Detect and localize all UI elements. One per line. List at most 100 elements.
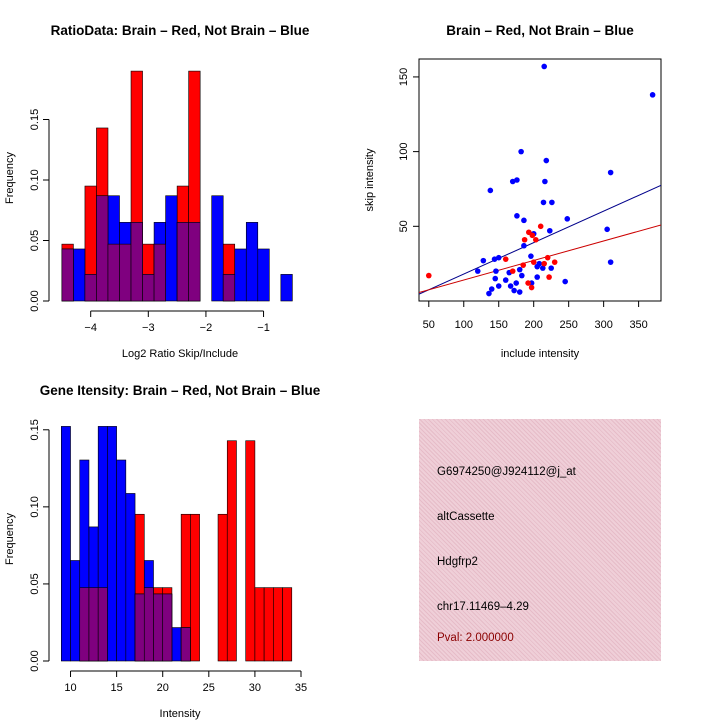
scatter-point-not-brain [495,283,502,289]
scatter-chart-title: Brain – Red, Not Brain – Blue [446,23,634,38]
gene-bar-brain [254,587,265,662]
ratio-bar-overlap [153,243,166,302]
scatter-point-not-brain [511,287,517,294]
gene-x-tick-label: 20 [157,682,169,694]
scatter-point-brain [533,236,539,243]
ratio-x-tick-label: −1 [257,322,270,334]
gene-x-tick-label: 30 [249,682,261,694]
gene-y-tick-label: 0.15 [29,419,41,440]
scatter-point-not-brain [539,265,546,271]
ratio-bar-not-brain [211,195,224,302]
scatter-point-brain [502,256,509,262]
scatter-point-not-brain [507,283,514,289]
gene-bar-brain [273,587,283,662]
gene-y-tick-label: 0.10 [29,496,41,517]
gene-bar-overlap [88,587,99,662]
gene-x-tick-label: 15 [110,682,122,694]
scatter-point-not-brain [474,268,481,274]
scatter-point-not-brain [528,253,534,259]
gene-x-tick-label: 25 [203,682,215,694]
ratio-bar-overlap [130,222,143,302]
scatter-point-not-brain [549,199,555,206]
gene-bar-not-brain [116,459,127,662]
ratio-bar-not-brain [73,248,86,302]
ratio-chart-title: RatioData: Brain – Red, Not Brain – Blue [51,23,310,38]
scatter-x-tick-label: 150 [490,319,508,331]
scatter-y-axis: 50 100 150 [398,68,419,232]
gene-bar-overlap [134,593,145,662]
scatter-point-not-brain [564,216,571,222]
ratio-bar-overlap [96,195,109,302]
scatter-x-tick-label: 250 [559,319,577,331]
gene-y-tick-label: 0.05 [29,573,41,594]
scatter-point-brain [529,232,536,239]
ratio-bar-overlap [61,248,74,302]
gene-x-axis: 10 15 20 25 30 35 [64,670,307,694]
gene-y-tick-label: 0.00 [29,650,41,671]
scatter-point-brain [521,236,528,243]
ratio-bar-not-brain [245,222,259,302]
scatter-fit-line [419,184,661,295]
ratio-bar-not-brain [234,248,247,302]
scatter-x-label: include intensity [501,348,580,360]
scatter-point-not-brain [521,242,527,249]
scatter-point-not-brain [495,254,502,261]
gene-bar-not-brain [70,560,81,662]
gene-bars [61,426,293,662]
scatter-y-tick-label: 50 [398,220,410,232]
gene-x-label: Intensity [160,708,201,720]
scatter-point-not-brain [516,266,523,273]
ratio-x-tick-label: −4 [84,322,97,334]
gene-bar-overlap [162,593,173,662]
scatter-point-not-brain [492,275,499,282]
gene-y-axis: 0.00 0.05 0.10 0.15 [29,419,50,672]
gene-bar-overlap [180,627,191,662]
gene-bar-not-brain [171,627,182,662]
gene-x-tick-label: 10 [64,682,76,694]
scatter-point-not-brain [534,274,541,280]
scatter-point-not-brain [514,213,520,219]
scatter-point-not-brain [486,290,492,297]
ratio-bar-overlap [84,274,97,302]
gene-bar-not-brain [107,426,117,662]
scatter-panel: Brain – Red, Not Brain – Blue 50 100 150 20… [364,23,662,360]
scatter-x-axis: 50 100 150 200 250 300 350 [423,301,648,331]
scatter-y-label: skip intensity [364,148,376,211]
scatter-point-not-brain [519,272,525,279]
ratio-bar-overlap [188,222,201,302]
scatter-point-not-brain [540,199,547,206]
gene-bar-brain [282,587,293,662]
scatter-point-brain [528,284,535,291]
ratio-bar-overlap [119,243,132,302]
gene-bar-overlap [97,587,108,662]
scatter-points [425,63,656,297]
scatter-point-not-brain [604,226,610,233]
ratio-bar-not-brain [165,195,178,302]
scatter-point-brain [537,223,544,230]
gene-bar-brain [190,513,200,662]
scatter-point-brain [520,262,527,268]
ratio-y-tick-label: 0.00 [29,290,41,311]
gene-bar-brain [226,440,237,662]
gene-bar-brain [217,513,228,662]
scatter-point-not-brain [649,92,656,98]
scatter-point-brain [546,274,552,280]
scatter-point-not-brain [607,169,614,176]
scatter-x-tick-label: 100 [455,319,473,331]
scatter-point-not-brain [513,280,520,286]
scatter-point-not-brain [541,63,547,70]
scatter-plot-frame [418,58,662,302]
gene-y-label: Frequency [4,513,16,565]
ratio-bar-not-brain [257,248,270,302]
ratio-bar-not-brain [280,274,293,302]
ratio-y-tick-label: 0.10 [29,169,41,190]
ratio-y-tick-label: 0.15 [29,109,41,130]
event-type-text: altCassette [437,511,495,523]
gene-bar-not-brain [61,426,71,662]
scatter-fit-lines [419,184,661,295]
ratio-x-tick-label: −2 [200,322,213,334]
scatter-point-not-brain [518,148,524,155]
scatter-x-tick-label: 300 [594,319,612,331]
ratio-bar-overlap [176,222,189,302]
ratio-y-tick-label: 0.05 [29,230,41,251]
